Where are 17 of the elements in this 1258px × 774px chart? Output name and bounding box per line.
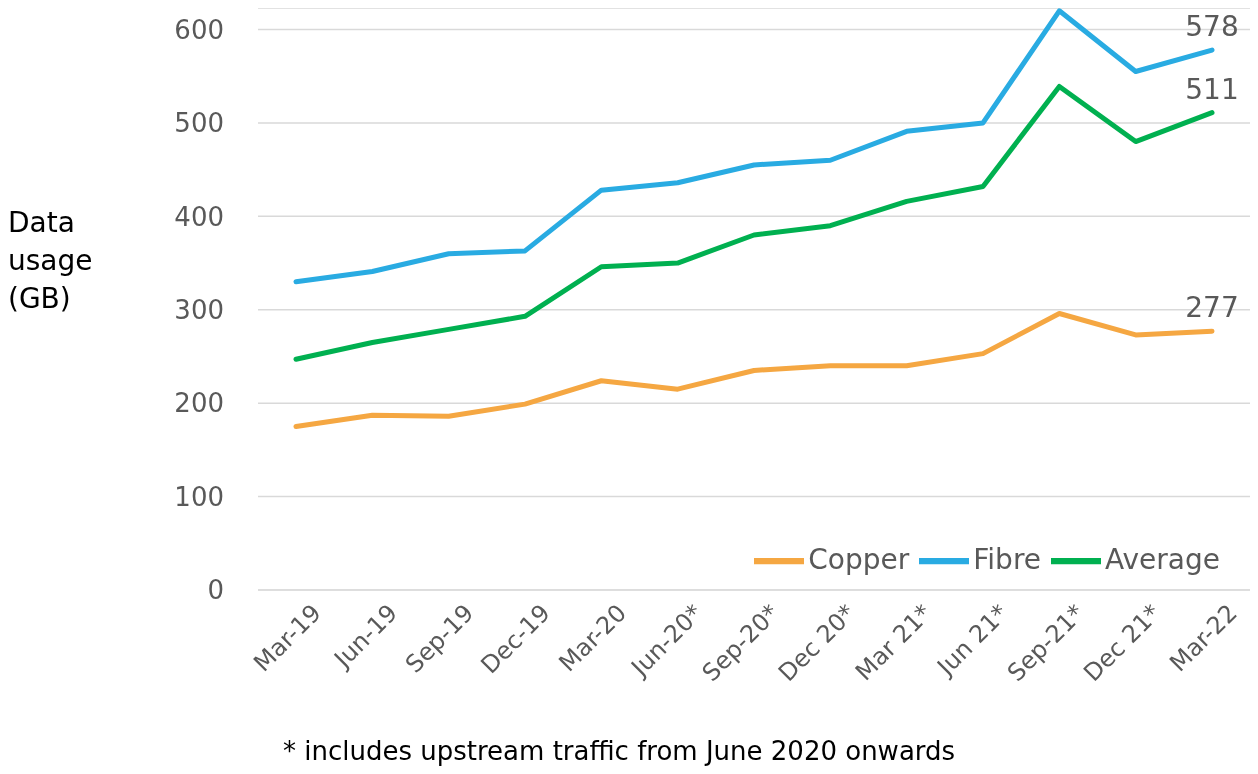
y-tick-label: 400: [174, 201, 224, 232]
data-label: 578: [1185, 10, 1239, 44]
y-tick-label: 300: [174, 294, 224, 325]
data-label: 511: [1185, 72, 1239, 106]
y-axis-title: Data usage (GB): [8, 205, 94, 317]
legend-label: Copper: [808, 543, 910, 576]
y-tick-label: 500: [174, 108, 224, 139]
legend-label: Average: [1105, 543, 1220, 576]
data-label: 277: [1185, 291, 1239, 325]
text: * includes upstream traffic from June 2020 onwards: [283, 736, 956, 766]
y-tick-label: 600: [174, 14, 224, 45]
y-tick-label: 200: [174, 388, 224, 419]
y-tick-label: 0: [207, 575, 224, 606]
x-tick-label: Mar 21*: [850, 598, 938, 687]
y-tick-label: 100: [174, 481, 224, 512]
x-tick-label: Dec 21*: [1078, 598, 1167, 687]
legend-label: Fibre: [973, 543, 1042, 576]
